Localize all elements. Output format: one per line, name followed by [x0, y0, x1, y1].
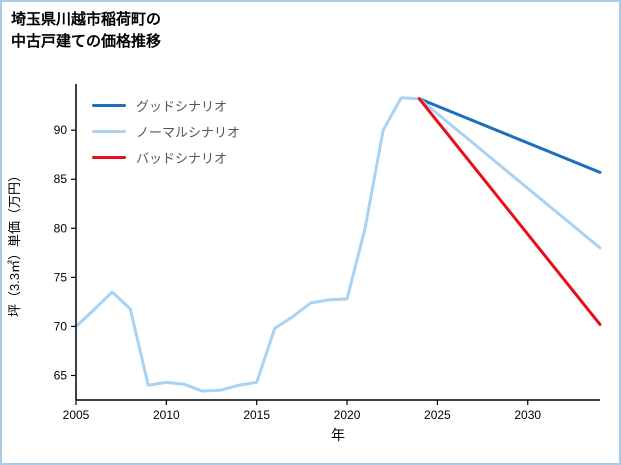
series-line-historical: [74, 96, 421, 393]
x-tick-label: 2030: [514, 408, 541, 422]
legend-label-bad-scenario: バッドシナリオ: [136, 150, 228, 166]
legend-label-normal-scenario: ノーマルシナリオ: [136, 124, 241, 140]
y-tick-label: 90: [54, 123, 68, 137]
legend-swatch-good-scenario: [92, 103, 126, 107]
legend-item-normal-scenario: ノーマルシナリオ: [92, 118, 240, 144]
x-tick-label: 2025: [424, 408, 451, 422]
chart-title-line1: 埼玉県川越市稲荷町の: [11, 11, 162, 28]
chart-title-line2: 中古戸建ての価格推移: [11, 32, 162, 50]
x-tick-label: 2015: [243, 408, 270, 422]
legend-item-bad-scenario: バッドシナリオ: [92, 144, 240, 170]
chart-title: 埼玉県川越市稲荷町の 中古戸建ての価格推移: [11, 9, 161, 53]
y-axis-title: 坪（3.3㎡）単価（万円）: [7, 169, 22, 317]
y-tick-label: 85: [54, 172, 68, 186]
series-line-bad-scenario: [417, 97, 602, 326]
legend-swatch-bad-scenario: [92, 155, 126, 159]
x-axis-title: 年: [331, 427, 345, 443]
y-tick-label: 80: [54, 221, 68, 235]
legend-label-good-scenario: グッドシナリオ: [136, 98, 228, 114]
legend-item-good-scenario: グッドシナリオ: [92, 92, 240, 118]
chart-legend: グッドシナリオ ノーマルシナリオ バッドシナリオ: [92, 92, 240, 170]
y-tick-label: 75: [54, 270, 68, 284]
x-tick-label: 2020: [334, 408, 361, 422]
y-tick-label: 65: [54, 368, 68, 382]
x-tick-label: 2005: [63, 408, 90, 422]
series-line-good-scenario: [417, 97, 602, 174]
series-line-normal-scenario: [417, 97, 602, 250]
legend-swatch-normal-scenario: [92, 129, 126, 133]
x-tick-label: 2010: [153, 408, 180, 422]
y-tick-label: 70: [54, 319, 68, 333]
